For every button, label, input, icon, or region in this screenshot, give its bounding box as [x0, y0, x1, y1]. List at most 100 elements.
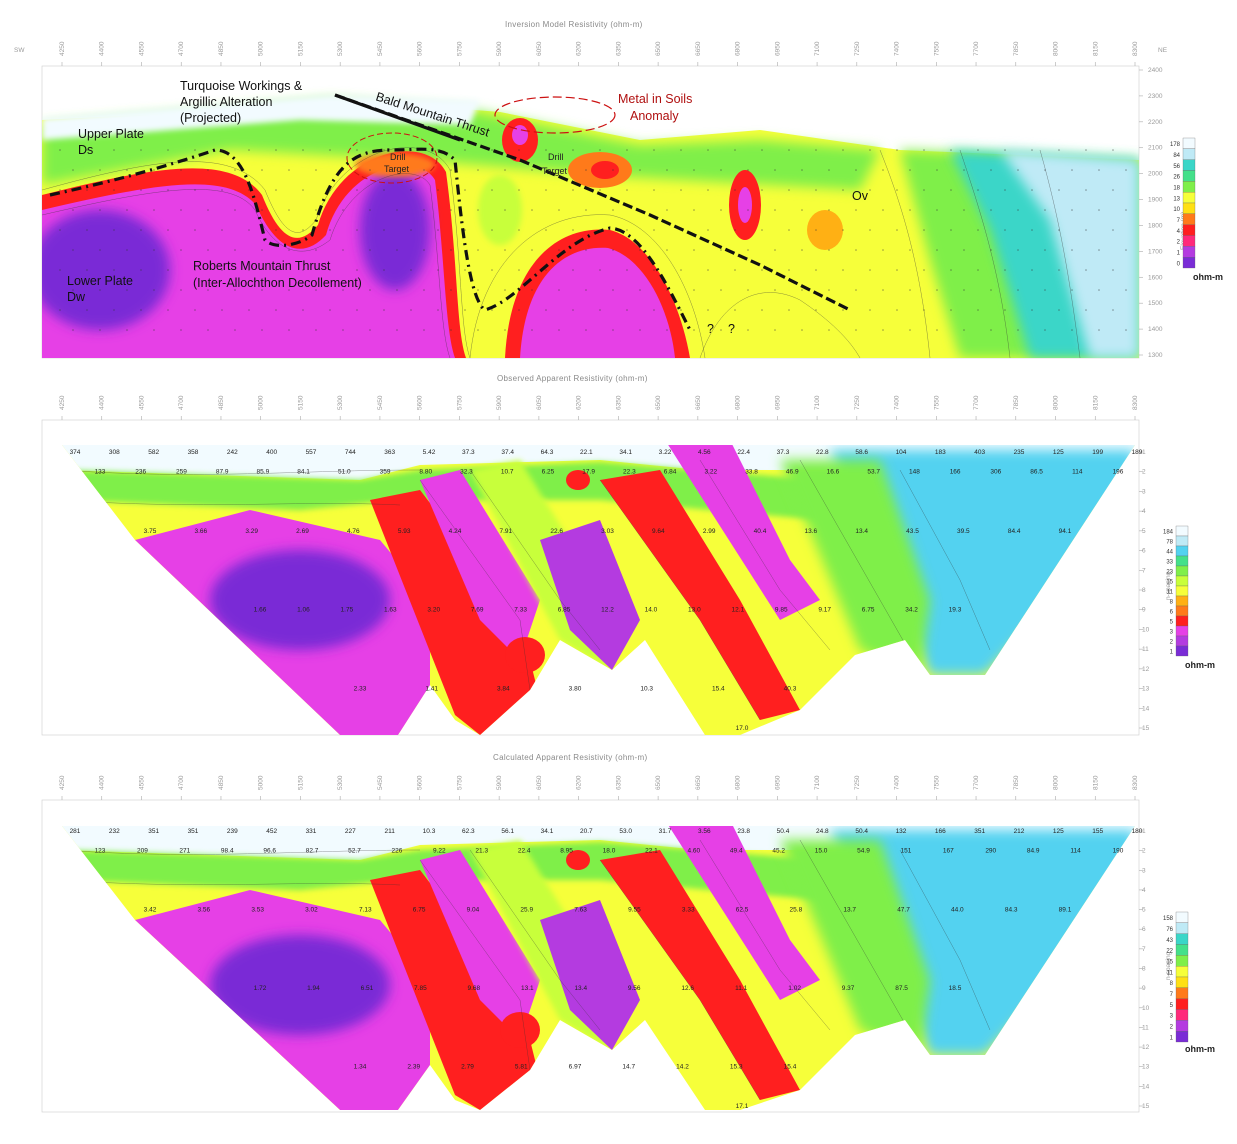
x-tick-label: 4850	[218, 395, 225, 410]
data-point-label: 34.1	[541, 828, 554, 835]
cell-dot	[356, 229, 358, 231]
data-point-label: 9.64	[652, 528, 665, 535]
data-point-label: 1.02	[788, 985, 801, 992]
cell-dot	[477, 169, 479, 171]
data-point-label: 4.24	[449, 528, 462, 535]
data-point-label: 359	[380, 469, 391, 476]
x-tick-label: 6500	[655, 41, 662, 56]
x-tick-label: 7400	[894, 775, 901, 790]
cell-dot	[545, 269, 547, 271]
y-tick-label: 9	[1142, 607, 1146, 614]
cell-dot	[1031, 149, 1033, 151]
cell-dot	[1044, 209, 1046, 211]
cell-dot	[423, 329, 425, 331]
cell-dot	[464, 269, 466, 271]
cell-dot	[167, 309, 169, 311]
data-point-label: 166	[950, 469, 961, 476]
data-point-label: 6.85	[558, 607, 571, 614]
cell-dot	[828, 209, 830, 211]
cell-dot	[437, 189, 439, 191]
x-tick-label: 5150	[297, 775, 304, 790]
cell-dot	[720, 249, 722, 251]
data-point-label: 1.72	[254, 985, 267, 992]
cell-dot	[423, 169, 425, 171]
cell-dot	[261, 329, 263, 331]
cell-dot	[153, 209, 155, 211]
x-tick-label: 8150	[1092, 395, 1099, 410]
cell-dot	[356, 149, 358, 151]
cell-dot	[896, 149, 898, 151]
cell-dot	[990, 169, 992, 171]
cell-dot	[693, 329, 695, 331]
cell-dot	[72, 209, 74, 211]
data-point-label: 14.0	[645, 607, 658, 614]
cell-dot	[1017, 249, 1019, 251]
data-point-label: 10.7	[501, 469, 514, 476]
colorbar-label: 10	[1173, 207, 1180, 213]
cell-dot	[734, 229, 736, 231]
cell-dot	[801, 169, 803, 171]
x-tick-label: 5600	[417, 395, 424, 410]
data-point-label: 14.2	[676, 1064, 689, 1071]
data-point-label: 3.56	[698, 828, 711, 835]
colorbar-label: 0	[1177, 261, 1181, 267]
data-point-label: 64.3	[541, 449, 554, 456]
colorbar-swatch	[1175, 525, 1189, 537]
anno-drill-target-2b: Target	[542, 166, 568, 176]
cell-dot	[464, 229, 466, 231]
cell-dot	[491, 229, 493, 231]
colorbar-swatch	[1175, 625, 1189, 637]
drill-target-outline	[346, 132, 438, 184]
data-point-label: 15.3	[730, 1064, 743, 1071]
calc-ne-cyan	[830, 830, 1135, 1055]
data-point-label: 13.4	[574, 985, 587, 992]
x-tick-label: 7550	[933, 395, 940, 410]
cell-dot	[518, 269, 520, 271]
data-point-label: 46.9	[786, 469, 799, 476]
cell-dot	[639, 169, 641, 171]
x-tick-label: 8000	[1053, 41, 1060, 56]
x-tick-label: 6350	[615, 775, 622, 790]
x-tick-label: 4250	[59, 41, 66, 56]
x-tick-label: 7700	[973, 395, 980, 410]
cell-dot	[909, 209, 911, 211]
data-point-label: 9.17	[818, 607, 831, 614]
x-tick-label: 4850	[218, 41, 225, 56]
cell-dot	[747, 329, 749, 331]
colorbar-label: 44	[1166, 550, 1173, 556]
cell-dot	[140, 229, 142, 231]
data-point-label: 51.0	[338, 469, 351, 476]
cell-dot	[369, 289, 371, 291]
data-point-label: 9.55	[628, 907, 641, 914]
colorbar-label: 1	[1177, 250, 1181, 256]
cell-dot	[207, 249, 209, 251]
data-point-label: 166	[935, 828, 946, 835]
cell-dot	[720, 209, 722, 211]
x-tick-label: 7850	[1013, 395, 1020, 410]
cell-dot	[1058, 269, 1060, 271]
x-tick-label: 8150	[1092, 775, 1099, 790]
cell-dot	[882, 289, 884, 291]
anno-drill-target-1a: Drill	[390, 152, 406, 162]
x-tick-label: 7400	[894, 395, 901, 410]
inv-orange-halo	[355, 153, 435, 177]
data-point-label: 744	[345, 449, 356, 456]
colorbar-swatch	[1175, 645, 1189, 657]
x-tick-label: 6050	[536, 395, 543, 410]
y-tick-label: 15	[1142, 1103, 1150, 1110]
x-tick-label: 5450	[377, 395, 384, 410]
cell-dot	[1085, 269, 1087, 271]
data-point-label: 2.33	[354, 686, 367, 693]
colorbar-swatch	[1175, 987, 1189, 999]
colorbar-label: 2	[1177, 240, 1181, 246]
cell-dot	[626, 189, 628, 191]
data-point-label: 82.7	[306, 848, 319, 855]
data-point-label: 21.3	[475, 848, 488, 855]
cell-dot	[288, 169, 290, 171]
cell-dot	[761, 149, 763, 151]
cell-dot	[234, 249, 236, 251]
data-point-label: 114	[1070, 848, 1081, 855]
cell-dot	[828, 289, 830, 291]
cell-dot	[180, 209, 182, 211]
data-point-label: 3.56	[197, 907, 210, 914]
